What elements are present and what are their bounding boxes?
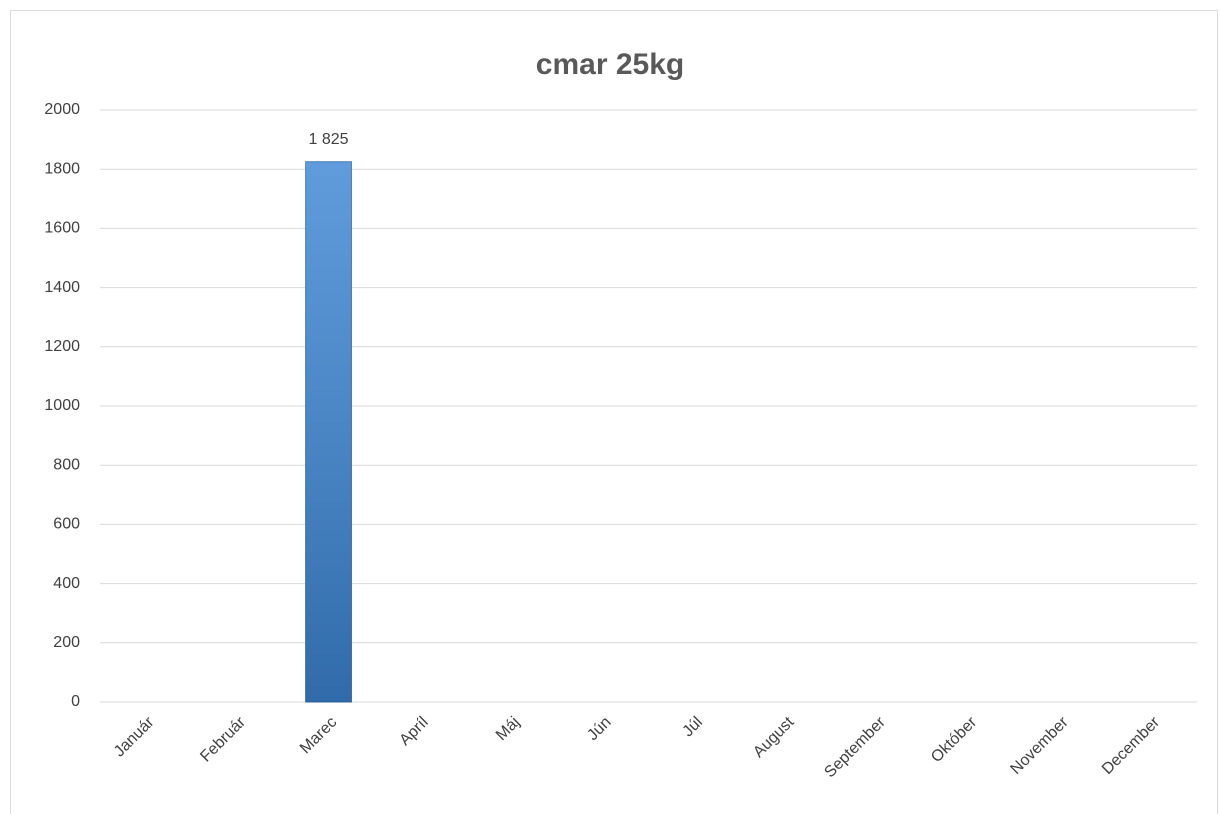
y-tick-label: 400: [53, 575, 80, 592]
y-tick-label: 1600: [44, 220, 80, 237]
y-tick-label: 800: [53, 456, 80, 473]
y-tick-label: 200: [53, 634, 80, 651]
y-tick-label: 2000: [44, 101, 80, 118]
y-tick-label: 1000: [44, 397, 80, 414]
data-label: 1 825: [309, 131, 349, 148]
bar: [305, 161, 352, 703]
y-tick-label: 600: [53, 516, 80, 533]
y-tick-label: 1800: [44, 160, 80, 177]
y-tick-label: 0: [71, 693, 80, 710]
chart-frame: [10, 10, 1218, 814]
y-tick-label: 1200: [44, 338, 80, 355]
y-tick-label: 1400: [44, 279, 80, 296]
chart-title: cmar 25kg: [536, 48, 684, 81]
